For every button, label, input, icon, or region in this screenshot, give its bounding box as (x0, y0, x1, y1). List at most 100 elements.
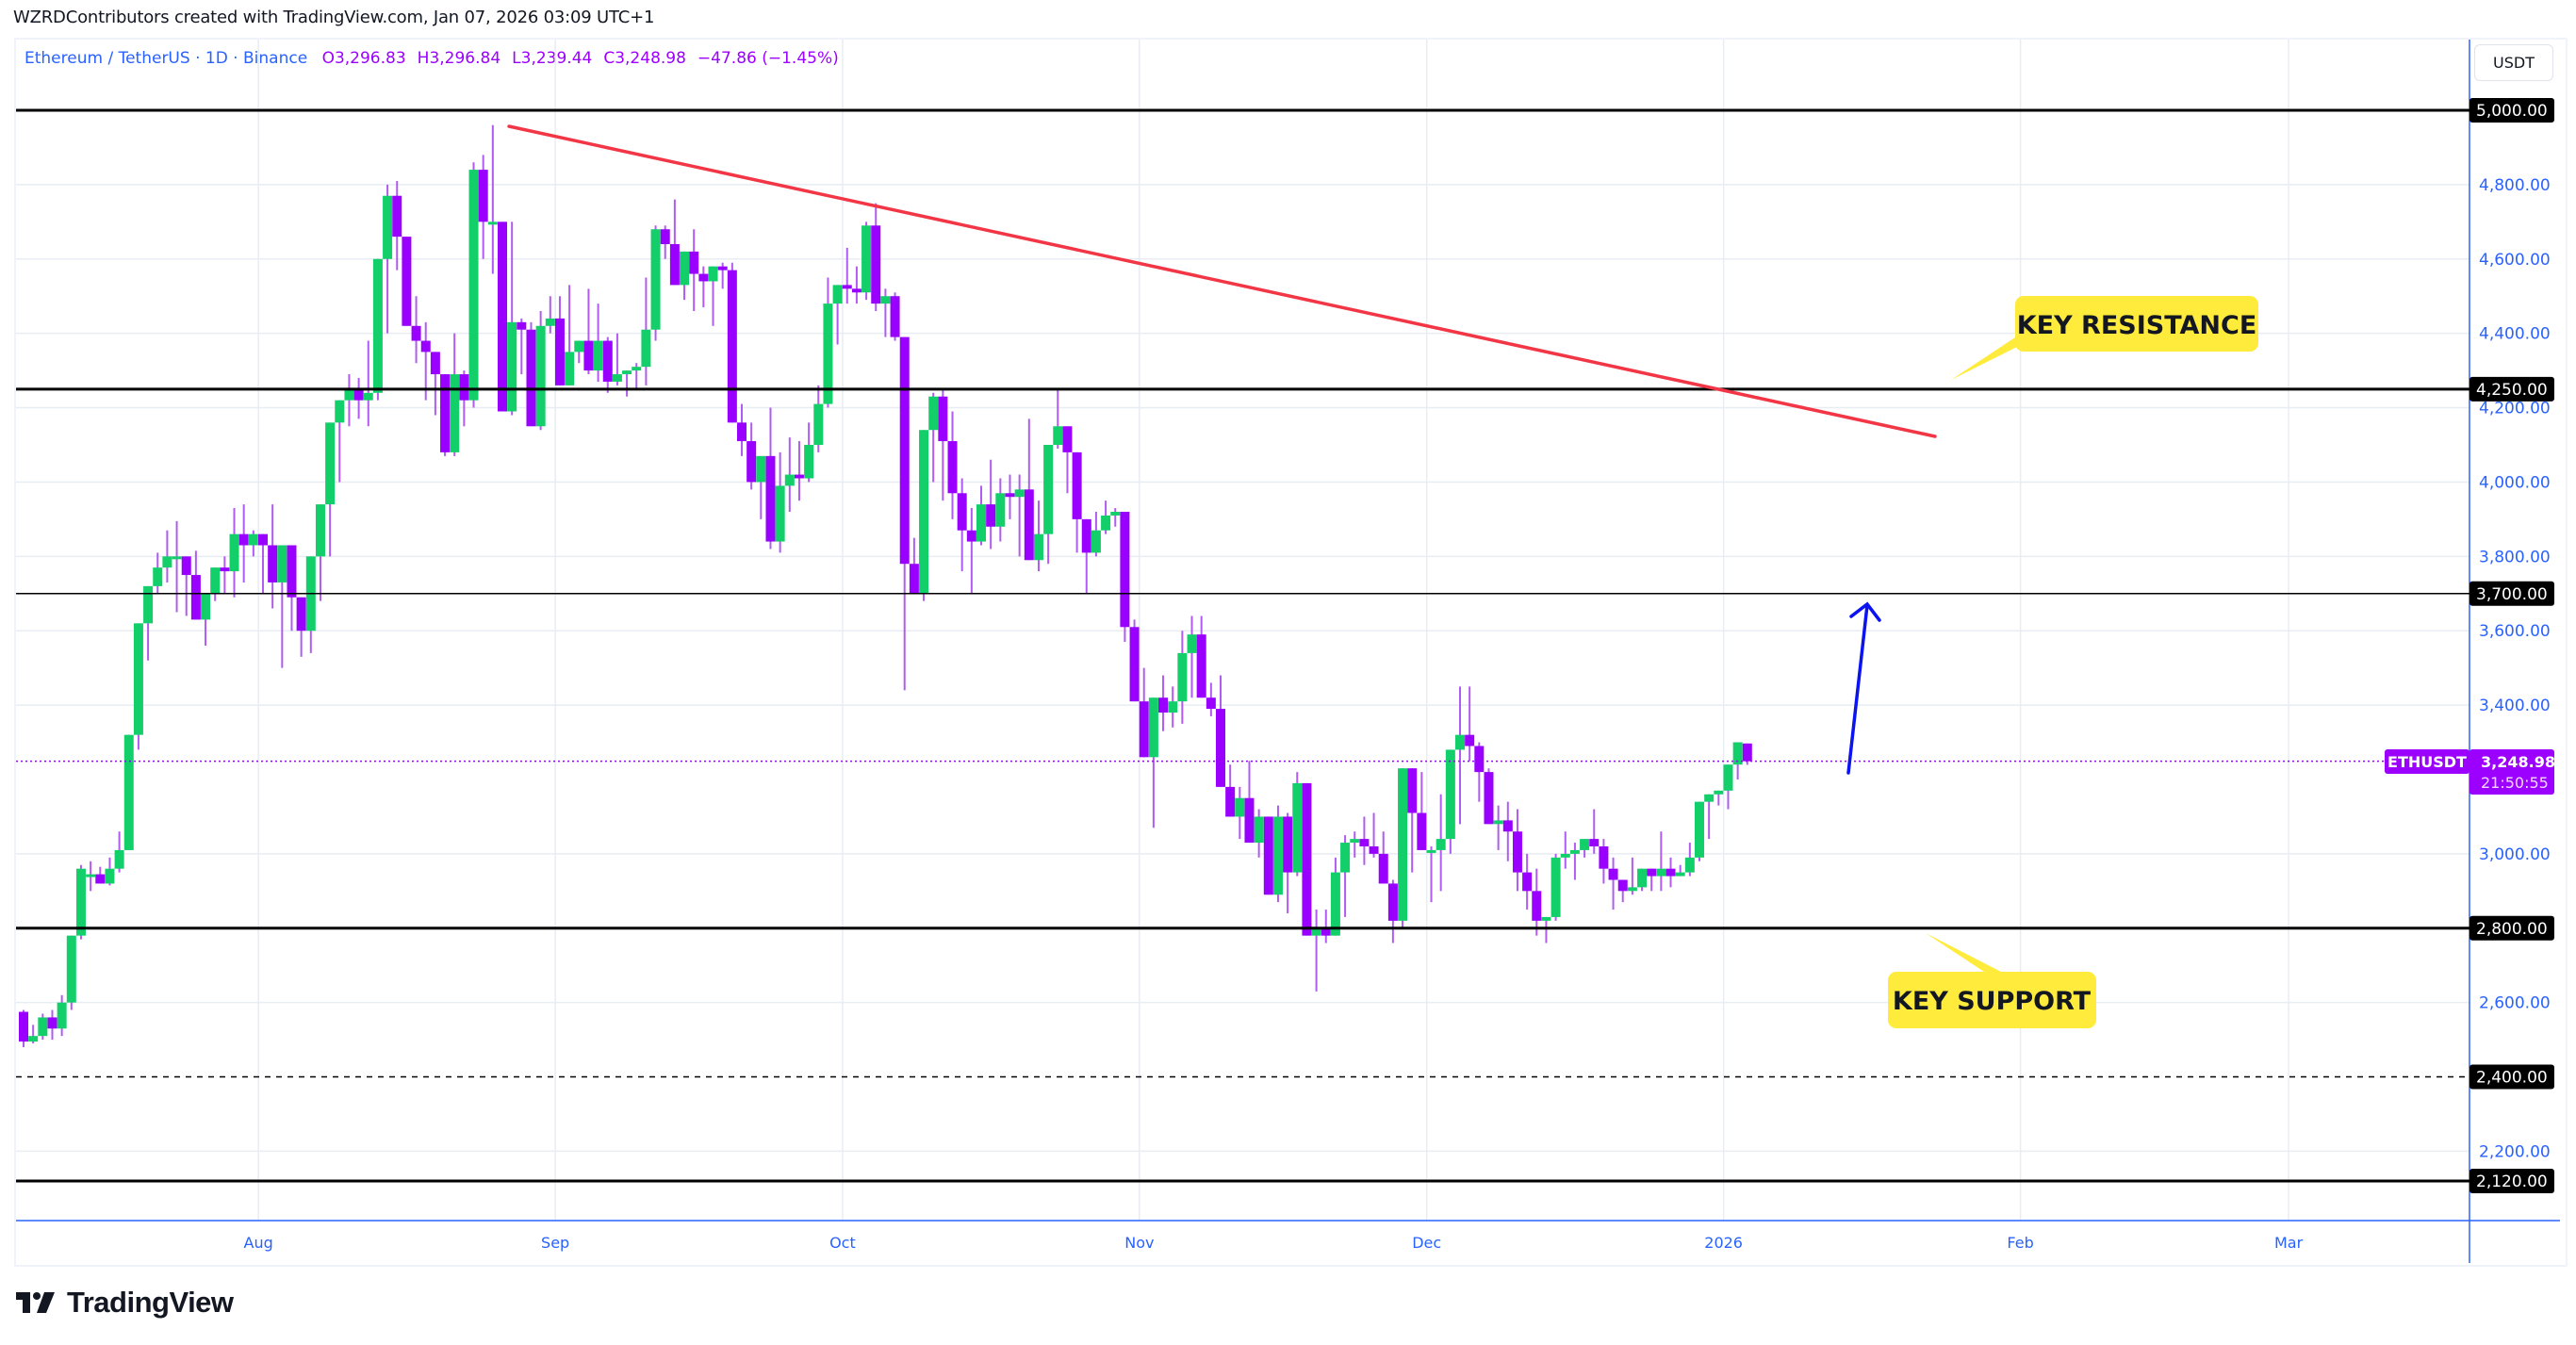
candle-up[interactable] (450, 374, 460, 452)
candle-down[interactable] (1081, 518, 1091, 553)
candle-up[interactable] (708, 266, 718, 282)
candle-up[interactable] (1637, 868, 1648, 888)
candle-down[interactable] (220, 567, 230, 572)
candle-up[interactable] (1445, 749, 1455, 840)
candle-down[interactable] (890, 296, 900, 337)
candle-down[interactable] (689, 251, 699, 274)
candle-up[interactable] (995, 493, 1006, 527)
candle-down[interactable] (938, 396, 948, 442)
candle-up[interactable] (1168, 701, 1178, 713)
candle-down[interactable] (1647, 868, 1657, 877)
candle-up[interactable] (1110, 511, 1121, 516)
candle-down[interactable] (1532, 891, 1542, 921)
candle-up[interactable] (1254, 816, 1264, 844)
candle-down[interactable] (1024, 489, 1034, 561)
candle-up[interactable] (1684, 857, 1695, 873)
candle-down[interactable] (957, 493, 967, 531)
candle-down[interactable] (1512, 831, 1522, 873)
candle-down[interactable] (986, 504, 996, 527)
candle-down[interactable] (1417, 812, 1427, 850)
candle-down[interactable] (478, 170, 488, 222)
candle-up[interactable] (86, 874, 96, 878)
candle-up[interactable] (574, 340, 584, 353)
candle-up[interactable] (823, 303, 833, 404)
candle-up[interactable] (680, 251, 690, 286)
candle-up[interactable] (641, 329, 651, 368)
candle-up[interactable] (1455, 734, 1465, 750)
candle-down[interactable] (1139, 701, 1149, 758)
candle-up[interactable] (468, 170, 479, 401)
candle-up[interactable] (123, 734, 134, 850)
candle-up[interactable] (1569, 849, 1580, 854)
candle-up[interactable] (1053, 426, 1063, 445)
candle-down[interactable] (1617, 879, 1628, 892)
candle-down[interactable] (1216, 709, 1225, 787)
candle-down[interactable] (1158, 697, 1169, 713)
candle-up[interactable] (535, 325, 546, 427)
candle-up[interactable] (1235, 797, 1245, 817)
candle-up[interactable] (1043, 444, 1054, 534)
candle-down[interactable] (440, 374, 451, 452)
candle-up[interactable] (248, 533, 258, 546)
candle-up[interactable] (1704, 794, 1715, 802)
currency-button[interactable]: USDT (2474, 44, 2553, 81)
candle-down[interactable] (459, 374, 469, 401)
candle-up[interactable] (201, 593, 211, 620)
candle-up[interactable] (335, 400, 345, 423)
candle-down[interactable] (526, 329, 536, 427)
candle-up[interactable] (1272, 816, 1283, 895)
candle-up[interactable] (1292, 782, 1303, 873)
candle-up[interactable] (38, 1017, 48, 1037)
candle-up[interactable] (545, 318, 555, 326)
candle-down[interactable] (660, 229, 670, 244)
candle-down[interactable] (1387, 883, 1398, 921)
candle-down[interactable] (899, 336, 910, 565)
candle-up[interactable] (612, 374, 622, 382)
candle-down[interactable] (1407, 768, 1418, 813)
candle-down[interactable] (669, 243, 680, 286)
candle-down[interactable] (602, 340, 613, 382)
candle-up[interactable] (1311, 927, 1321, 936)
candle-down[interactable] (1608, 868, 1618, 880)
candle-up[interactable] (1014, 489, 1025, 498)
candle-down[interactable] (258, 533, 268, 546)
candle-up[interactable] (650, 229, 661, 330)
candle-up[interactable] (813, 403, 824, 445)
candle-up[interactable] (66, 935, 76, 1003)
candle-down[interactable] (411, 325, 421, 341)
candle-down[interactable] (1599, 845, 1609, 869)
candle-up[interactable] (383, 195, 393, 259)
candle-down[interactable] (517, 321, 527, 330)
candle-down[interactable] (1129, 627, 1140, 702)
candle-up[interactable] (210, 567, 221, 594)
candle-up[interactable] (1436, 839, 1446, 850)
candle-down[interactable] (1206, 697, 1216, 710)
candle-up[interactable] (1330, 872, 1340, 936)
candle-up[interactable] (143, 585, 154, 624)
candle-up[interactable] (325, 422, 336, 505)
candle-up[interactable] (756, 455, 766, 483)
candle-up[interactable] (162, 556, 172, 568)
candle-up[interactable] (1723, 764, 1733, 791)
candle-up[interactable] (784, 474, 795, 486)
candle-up[interactable] (976, 504, 986, 542)
candle-down[interactable] (737, 422, 747, 442)
candle-down[interactable] (1244, 797, 1255, 844)
candle-up[interactable] (1101, 515, 1111, 531)
candle-down[interactable] (402, 237, 412, 326)
candle-down[interactable] (747, 441, 757, 483)
resistance-trendline[interactable] (507, 124, 1937, 438)
candle-up[interactable] (507, 321, 517, 412)
candle-down[interactable] (842, 285, 852, 289)
candle-down[interactable] (698, 273, 709, 282)
candle-down[interactable] (1665, 868, 1676, 877)
candle-down[interactable] (420, 340, 431, 353)
candle-up[interactable] (632, 367, 642, 371)
candle-up[interactable] (1560, 853, 1570, 858)
candle-up[interactable] (1732, 742, 1743, 765)
candle-down[interactable] (1120, 511, 1130, 628)
candle-down[interactable] (1302, 782, 1312, 936)
candle-up[interactable] (1350, 839, 1360, 844)
candle-down[interactable] (1474, 746, 1485, 773)
